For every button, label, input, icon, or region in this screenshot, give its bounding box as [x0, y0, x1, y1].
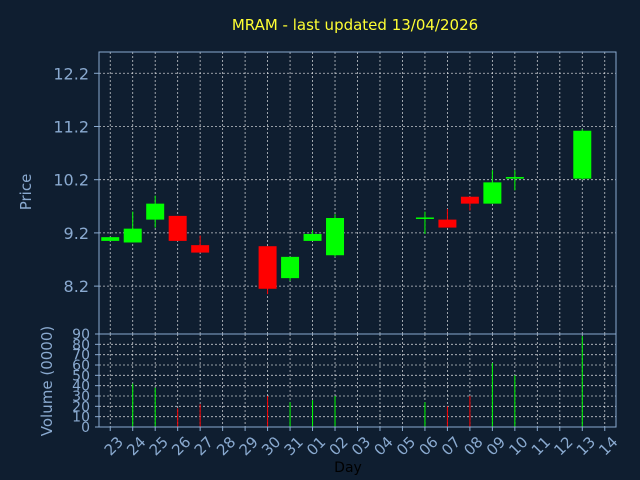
- volume-tick-label: 0: [81, 420, 90, 436]
- candle-body: [191, 245, 210, 253]
- candle-body: [483, 182, 502, 204]
- volume-tick-label: 50: [72, 368, 90, 384]
- volume-tick-label: 80: [72, 337, 90, 353]
- candle-body: [168, 215, 187, 241]
- candle-body: [573, 130, 592, 179]
- volume-axis-label: Volume (0000): [38, 326, 56, 436]
- candle-body: [415, 217, 434, 219]
- volume-tick-label: 20: [72, 399, 90, 415]
- price-tick-label: 11.2: [53, 117, 89, 136]
- volume-tick-label: 10: [72, 410, 90, 426]
- volume-tick-label: 60: [72, 358, 90, 374]
- candle-body: [258, 246, 277, 289]
- volume-bars: [132, 336, 583, 427]
- price-grid: [99, 52, 616, 334]
- price-tick-label: 8.2: [64, 277, 89, 296]
- candle-body: [326, 218, 345, 256]
- x-axis-label: Day: [334, 460, 362, 476]
- price-axis-label: Price: [17, 174, 35, 211]
- candle-body: [281, 256, 300, 279]
- candle-body: [438, 219, 457, 228]
- candle-body: [101, 237, 120, 241]
- candle-body: [123, 228, 142, 243]
- volume-tick-label: 90: [72, 327, 90, 343]
- volume-tick-label: 40: [72, 379, 90, 395]
- price-y-tick-labels: 8.2 9.2 10.2 11.2 12.2: [53, 64, 99, 296]
- candle-body: [146, 203, 165, 220]
- candle-body: [460, 196, 479, 204]
- candle-body: [303, 233, 322, 241]
- volume-tick-label: 70: [72, 348, 90, 364]
- volume-grid: [99, 333, 616, 427]
- candle-body: [505, 177, 524, 179]
- price-tick-label: 12.2: [53, 64, 89, 83]
- price-tick-label: 10.2: [53, 171, 89, 190]
- x-tick-label: 14: [595, 433, 621, 459]
- volume-tick-label: 30: [72, 389, 90, 405]
- x-tick-labels: 2324252627282930310102030405060708091011…: [101, 427, 622, 459]
- price-tick-label: 9.2: [64, 224, 89, 243]
- chart-title: MRAM - last updated 13/04/2026: [232, 16, 478, 34]
- price-candles: [101, 129, 592, 295]
